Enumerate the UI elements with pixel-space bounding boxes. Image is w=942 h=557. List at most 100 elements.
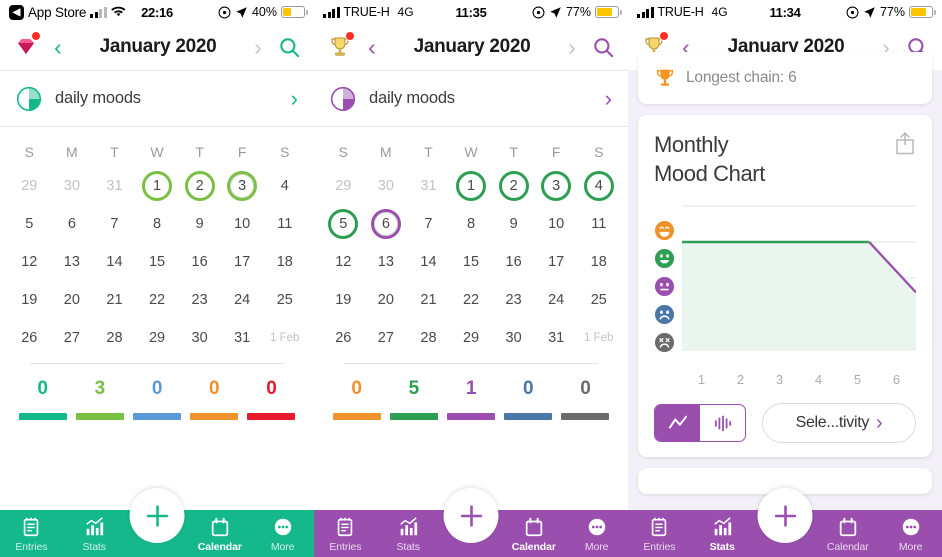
search-icon[interactable] xyxy=(276,36,302,59)
mood-count-item[interactable]: 0 xyxy=(557,378,614,420)
calendar-day-cell[interactable]: 6 xyxy=(365,205,408,243)
calendar-day-cell[interactable]: 11 xyxy=(263,205,306,243)
calendar-day-cell[interactable]: 16 xyxy=(178,243,221,281)
share-icon[interactable] xyxy=(894,131,916,160)
calendar-day-cell[interactable]: 22 xyxy=(136,281,179,319)
longest-chain-card[interactable]: Longest chain: 6 xyxy=(638,52,932,104)
calendar-day-cell[interactable]: 21 xyxy=(93,281,136,319)
add-entry-button[interactable] xyxy=(443,488,499,543)
calendar-day-cell[interactable]: 23 xyxy=(178,281,221,319)
add-entry-button[interactable] xyxy=(757,488,813,543)
calendar-day-cell[interactable]: 19 xyxy=(322,281,365,319)
chevron-right-icon[interactable]: › xyxy=(604,85,612,111)
calendar-day-cell[interactable]: 27 xyxy=(365,319,408,357)
calendar-day-cell[interactable]: 7 xyxy=(407,205,450,243)
tab-calendar[interactable]: Calendar xyxy=(502,516,565,553)
calendar-day-cell[interactable]: 12 xyxy=(8,243,51,281)
calendar-day-cell[interactable]: 7 xyxy=(93,205,136,243)
calendar-day-cell[interactable]: 13 xyxy=(51,243,94,281)
calendar-day-cell[interactable]: 31 xyxy=(407,167,450,205)
calendar-day-cell[interactable]: 24 xyxy=(535,281,578,319)
calendar-day-cell[interactable]: 13 xyxy=(365,243,408,281)
calendar-day-cell[interactable]: 14 xyxy=(407,243,450,281)
chart-type-segmented-control[interactable] xyxy=(654,404,746,443)
calendar-day-cell[interactable]: 3 xyxy=(221,167,264,205)
calendar-day-cell[interactable]: 18 xyxy=(577,243,620,281)
calendar-day-cell[interactable]: 29 xyxy=(450,319,493,357)
calendar-day-cell[interactable]: 10 xyxy=(221,205,264,243)
tab-more[interactable]: More xyxy=(879,516,942,553)
segment-bar-chart[interactable] xyxy=(700,405,745,441)
calendar-day-cell[interactable]: 1 xyxy=(136,167,179,205)
calendar-day-cell[interactable]: 1 Feb xyxy=(577,319,620,357)
daily-moods-row[interactable]: daily moods › xyxy=(0,70,314,127)
select-activity-button[interactable]: Sele...tivity › xyxy=(762,403,916,444)
calendar-day-cell[interactable]: 1 Feb xyxy=(263,319,306,357)
calendar-day-cell[interactable]: 22 xyxy=(450,281,493,319)
calendar-day-cell[interactable]: 23 xyxy=(492,281,535,319)
calendar-day-cell[interactable]: 15 xyxy=(136,243,179,281)
calendar-day-cell[interactable]: 17 xyxy=(535,243,578,281)
calendar-day-cell[interactable]: 2 xyxy=(178,167,221,205)
calendar-day-cell[interactable]: 31 xyxy=(93,167,136,205)
calendar-day-cell[interactable]: 31 xyxy=(221,319,264,357)
calendar-day-cell[interactable]: 30 xyxy=(178,319,221,357)
next-month-button[interactable]: › xyxy=(254,33,262,60)
calendar-day-cell[interactable]: 1 xyxy=(450,167,493,205)
tab-entries[interactable]: Entries xyxy=(628,516,691,553)
calendar-day-cell[interactable]: 30 xyxy=(492,319,535,357)
calendar-day-cell[interactable]: 18 xyxy=(263,243,306,281)
calendar-day-cell[interactable]: 21 xyxy=(407,281,450,319)
tab-entries[interactable]: Entries xyxy=(314,516,377,553)
prev-month-button[interactable]: ‹ xyxy=(54,33,62,60)
mood-count-item[interactable]: 0 xyxy=(500,378,557,420)
mood-count-item[interactable]: 3 xyxy=(71,378,128,420)
calendar-day-cell[interactable]: 8 xyxy=(450,205,493,243)
calendar-day-cell[interactable]: 9 xyxy=(492,205,535,243)
trophy-icon[interactable] xyxy=(326,31,355,61)
calendar-day-cell[interactable]: 2 xyxy=(492,167,535,205)
mood-count-item[interactable]: 0 xyxy=(128,378,185,420)
stats-scroll-area[interactable]: Longest chain: 6 Monthly Mood Chart xyxy=(628,52,942,495)
calendar-day-cell[interactable]: 15 xyxy=(450,243,493,281)
calendar-day-cell[interactable]: 5 xyxy=(8,205,51,243)
calendar-day-cell[interactable]: 20 xyxy=(365,281,408,319)
calendar-day-cell[interactable]: 17 xyxy=(221,243,264,281)
diamond-icon[interactable] xyxy=(12,31,41,61)
mood-count-item[interactable]: 5 xyxy=(385,378,442,420)
tab-stats[interactable]: Stats xyxy=(377,516,440,553)
daily-moods-row[interactable]: daily moods › xyxy=(314,70,628,127)
calendar-day-cell[interactable]: 20 xyxy=(51,281,94,319)
search-icon[interactable] xyxy=(590,36,616,59)
next-month-button[interactable]: › xyxy=(568,33,576,60)
next-month-button[interactable]: › xyxy=(882,33,890,60)
calendar-day-cell[interactable]: 11 xyxy=(577,205,620,243)
calendar-day-cell[interactable]: 16 xyxy=(492,243,535,281)
calendar-day-cell[interactable]: 5 xyxy=(322,205,365,243)
chevron-right-icon[interactable]: › xyxy=(290,85,298,111)
calendar-day-cell[interactable]: 9 xyxy=(178,205,221,243)
calendar-day-cell[interactable]: 31 xyxy=(535,319,578,357)
calendar-day-cell[interactable]: 4 xyxy=(263,167,306,205)
calendar-day-cell[interactable]: 26 xyxy=(8,319,51,357)
calendar-day-cell[interactable]: 30 xyxy=(51,167,94,205)
mood-count-item[interactable]: 0 xyxy=(328,378,385,420)
calendar-day-cell[interactable]: 12 xyxy=(322,243,365,281)
mood-count-item[interactable]: 0 xyxy=(243,378,300,420)
calendar-day-cell[interactable]: 26 xyxy=(322,319,365,357)
calendar-day-cell[interactable]: 29 xyxy=(136,319,179,357)
add-entry-button[interactable] xyxy=(129,488,185,543)
mood-count-item[interactable]: 0 xyxy=(186,378,243,420)
tab-more[interactable]: More xyxy=(251,516,314,553)
calendar-day-cell[interactable]: 8 xyxy=(136,205,179,243)
calendar-day-cell[interactable]: 24 xyxy=(221,281,264,319)
tab-calendar[interactable]: Calendar xyxy=(816,516,879,553)
calendar-day-cell[interactable]: 4 xyxy=(577,167,620,205)
tab-stats[interactable]: Stats xyxy=(63,516,126,553)
prev-month-button[interactable]: ‹ xyxy=(682,33,690,60)
calendar-day-cell[interactable]: 30 xyxy=(365,167,408,205)
mood-count-item[interactable]: 0 xyxy=(14,378,71,420)
calendar-day-cell[interactable]: 29 xyxy=(322,167,365,205)
calendar-day-cell[interactable]: 27 xyxy=(51,319,94,357)
calendar-day-cell[interactable]: 10 xyxy=(535,205,578,243)
